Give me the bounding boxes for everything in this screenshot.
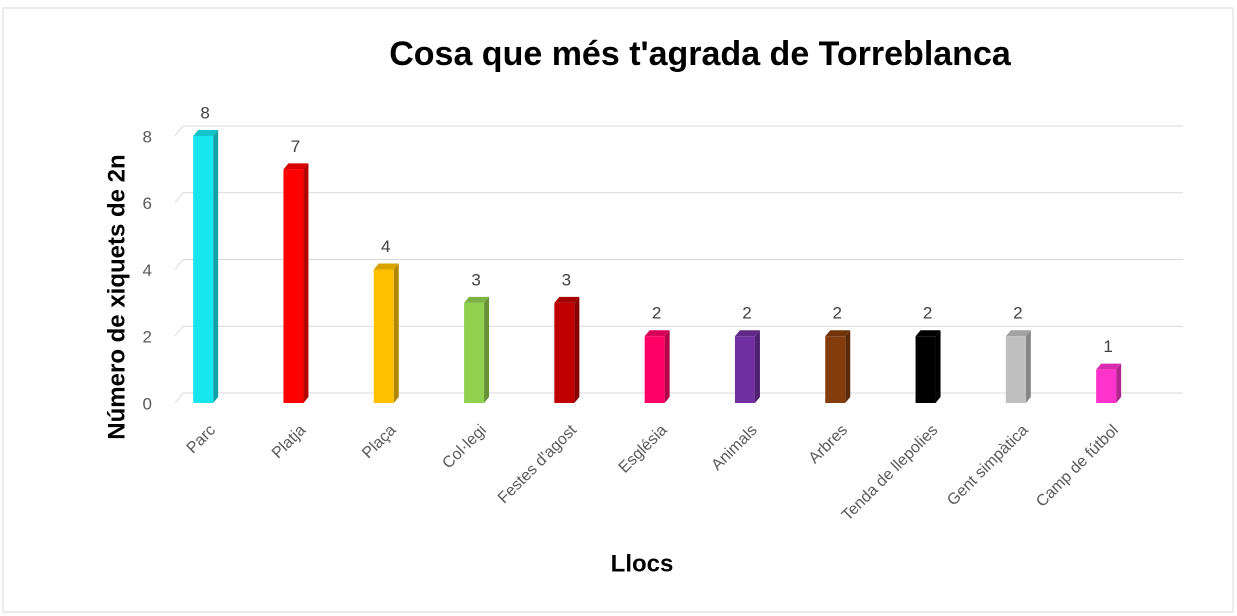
y-tick-label: 6 [143, 194, 152, 213]
bar [734, 336, 755, 403]
data-label: 7 [291, 137, 300, 156]
y-tick-label: 8 [143, 127, 152, 146]
bar [1005, 336, 1026, 403]
bar [1096, 369, 1117, 403]
bar-side [845, 330, 851, 403]
bar [193, 136, 214, 403]
y-axis-label: Número de xiquets de 2n [103, 154, 130, 439]
bar [825, 336, 846, 403]
bar [373, 269, 394, 403]
y-tick-label: 4 [143, 261, 152, 280]
data-label: 2 [742, 304, 751, 323]
bar [464, 302, 485, 403]
bar-side [1025, 330, 1031, 403]
data-label: 4 [381, 237, 390, 256]
grid-line [174, 125, 184, 137]
bar-side [484, 296, 490, 403]
bar-top [373, 263, 399, 270]
bar-side [754, 330, 760, 403]
bar-top [554, 296, 580, 303]
bar [554, 302, 575, 403]
bar-side [213, 130, 219, 403]
data-label: 2 [1013, 304, 1022, 323]
data-label: 1 [1103, 337, 1112, 356]
bar-top [644, 330, 670, 337]
data-label: 3 [471, 270, 480, 289]
data-label: 8 [200, 103, 209, 122]
y-tick-label: 2 [143, 328, 152, 347]
bar-top [915, 330, 941, 337]
data-label: 2 [652, 304, 661, 323]
bar-top [1005, 330, 1031, 337]
bar-side [303, 163, 309, 403]
data-label: 2 [833, 304, 842, 323]
bar [644, 336, 665, 403]
bar-top [193, 130, 219, 136]
bar [283, 169, 304, 403]
x-axis-label: Llocs [611, 550, 674, 577]
bar-side [1116, 363, 1122, 403]
grid-line [174, 192, 184, 204]
bar-top [283, 163, 309, 170]
bar-top [1096, 363, 1122, 370]
grid-line [174, 392, 184, 404]
data-label: 2 [923, 304, 932, 323]
chart-title: Cosa que més t'agrada de Torreblanca [389, 35, 1012, 73]
chart-border [2, 7, 1234, 613]
bar [915, 336, 936, 403]
grid-line [174, 259, 184, 270]
bar-top [825, 330, 851, 337]
grid-line [174, 325, 184, 337]
bar-side [574, 296, 580, 403]
bar-side [664, 330, 670, 403]
bar-side [393, 263, 399, 403]
bar-top [464, 296, 490, 303]
bar-side [935, 330, 941, 403]
data-label: 3 [562, 270, 571, 289]
y-tick-label: 0 [143, 394, 152, 413]
bar-top [734, 330, 760, 337]
